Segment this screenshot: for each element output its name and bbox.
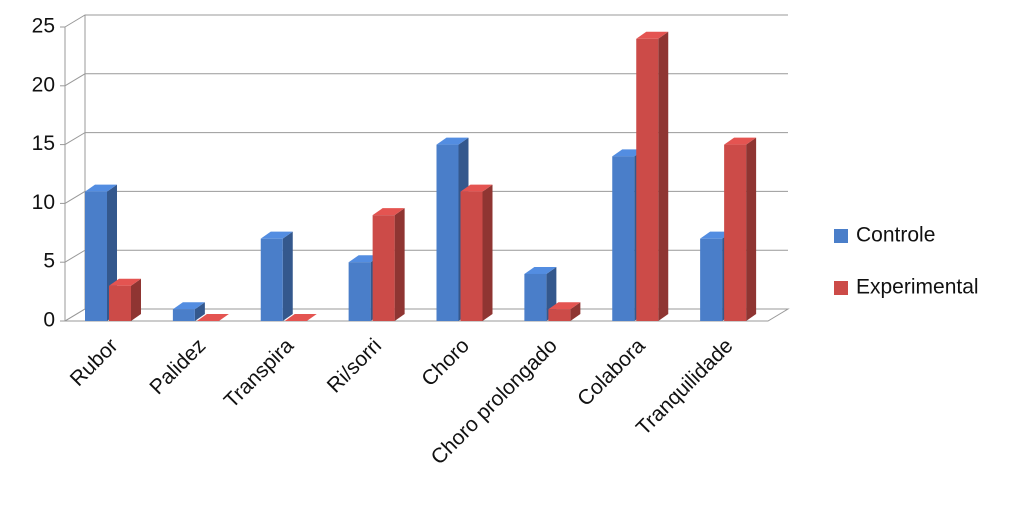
bar-top — [109, 278, 141, 286]
bar-top — [172, 302, 205, 310]
x-tick-label: Rubor — [66, 334, 123, 391]
bar-side — [482, 184, 493, 321]
bar-top — [436, 137, 469, 145]
bar-side — [131, 278, 141, 321]
y-tick-label: 5 — [43, 250, 55, 273]
bar-top — [196, 314, 229, 321]
y-tick-label: 15 — [32, 132, 55, 155]
y-tick-label: 10 — [32, 191, 55, 214]
bar — [548, 302, 581, 321]
y-tick-label: 20 — [32, 73, 55, 96]
grid-line — [64, 249, 788, 263]
bar-side — [746, 137, 757, 321]
bar — [196, 314, 229, 321]
x-tick-label: Transpira — [220, 334, 299, 413]
bar-side — [658, 31, 669, 321]
grid-line — [64, 14, 788, 28]
bar — [109, 278, 141, 321]
legend-swatch — [834, 281, 848, 295]
y-tick-label: 25 — [32, 15, 55, 38]
bar-top — [372, 208, 405, 216]
bar-front — [85, 191, 107, 321]
bar-front — [524, 273, 547, 321]
bar-front — [260, 238, 283, 321]
bar-front — [348, 262, 371, 321]
bar-front — [612, 156, 635, 321]
legend-label: Experimental — [856, 276, 979, 299]
bar-front — [636, 38, 659, 321]
bar — [636, 31, 669, 321]
x-tick-label: Ri/sorri — [323, 334, 386, 397]
bar-top — [284, 314, 317, 321]
bar-front — [700, 238, 723, 321]
bar — [284, 314, 317, 321]
grid-line — [64, 190, 788, 204]
bar-front — [460, 191, 483, 321]
y-tick-label: 0 — [43, 309, 55, 332]
bar-front — [724, 144, 747, 321]
bar-top — [548, 302, 581, 310]
bar-front — [372, 215, 395, 321]
bar-top — [724, 137, 757, 145]
bar-front — [172, 309, 195, 321]
grid-line — [64, 132, 788, 146]
bar-side — [570, 302, 581, 321]
bar — [724, 137, 757, 321]
x-tick-label: Colabora — [573, 334, 650, 411]
bar-front — [109, 285, 131, 321]
bar — [460, 184, 493, 321]
bar — [172, 302, 205, 321]
bar-front — [436, 144, 459, 321]
legend-swatch — [834, 229, 848, 243]
bar — [372, 208, 405, 321]
bar-side — [282, 231, 293, 321]
bar-top — [85, 184, 117, 192]
bar-top — [460, 184, 493, 192]
bar — [260, 231, 293, 321]
x-tick-label: Choro — [417, 334, 474, 391]
legend-label: Controle — [856, 224, 935, 247]
bar-side — [194, 302, 205, 321]
grid-line — [64, 73, 788, 87]
bar-front — [548, 309, 571, 321]
bar-top — [636, 31, 669, 39]
bar-top — [524, 266, 557, 274]
bar-top — [260, 231, 293, 239]
x-tick-label: Palidez — [145, 334, 210, 399]
bar-side — [394, 208, 405, 321]
